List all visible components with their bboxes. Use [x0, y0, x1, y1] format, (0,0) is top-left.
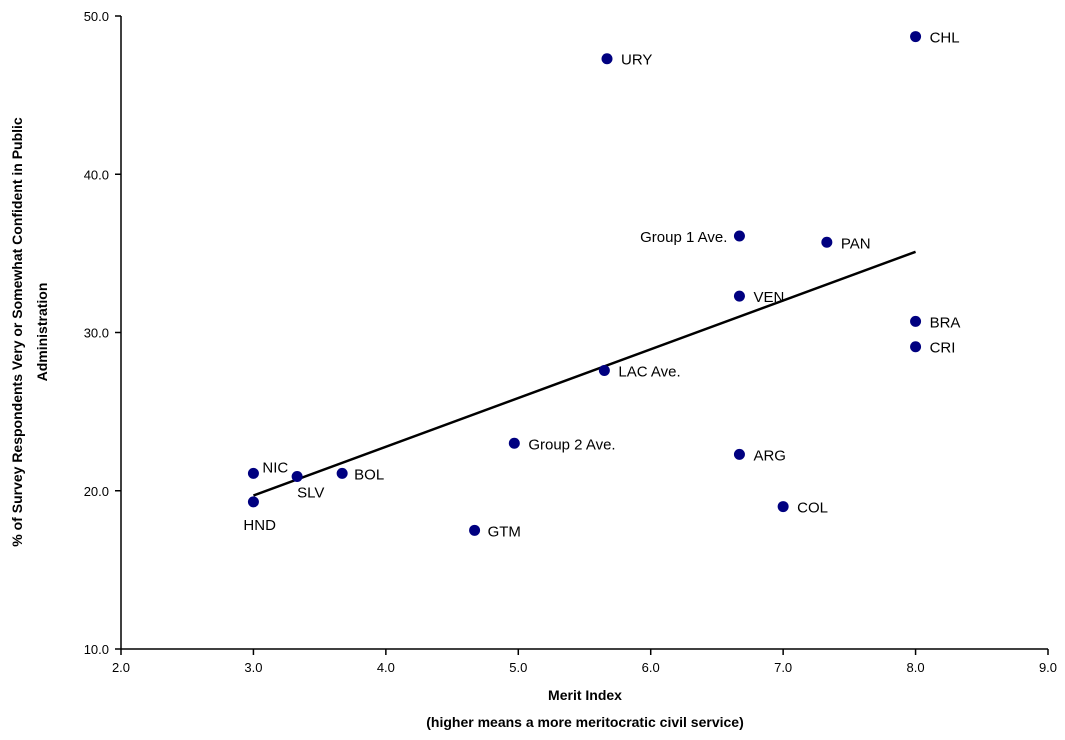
point-label-ury: URY — [621, 52, 652, 69]
y-tick-label: 20.0 — [84, 484, 109, 499]
ticks-layer: 2.0 3.0 4.0 5.0 6.0 7.0 8.0 9.0 10.0 20.0 30.0 40.0… — [84, 9, 1057, 675]
point-group-2-ave — [508, 437, 520, 449]
x-tick-label: 6.0 — [642, 660, 660, 675]
x-tick-label: 3.0 — [244, 660, 262, 675]
point-group-1-ave — [733, 230, 745, 242]
point-label-ven: VEN — [753, 289, 784, 306]
point-label-slv: SLV — [297, 485, 324, 502]
point-label-col: COL — [797, 500, 828, 517]
x-tick-label: 2.0 — [112, 660, 130, 675]
x-axis-subtitle: (higher means a more meritocratic civil … — [426, 714, 743, 730]
point-arg — [733, 448, 745, 460]
point-label-hnd: HND — [243, 517, 276, 534]
point-hnd — [247, 496, 259, 508]
point-chl — [910, 31, 922, 43]
point-ury — [601, 53, 613, 65]
x-tick-label: 7.0 — [774, 660, 792, 675]
point-label-bol: BOL — [354, 466, 384, 483]
y-axis-subtitle: Administration — [34, 283, 50, 382]
point-lac-ave — [598, 364, 610, 376]
point-label-arg: ARG — [753, 447, 786, 464]
x-tick-label: 8.0 — [907, 660, 925, 675]
point-ven — [733, 290, 745, 302]
point-label-pan: PAN — [841, 235, 871, 252]
point-cri — [910, 341, 922, 353]
x-tick-label: 5.0 — [509, 660, 527, 675]
x-tick-label: 9.0 — [1039, 660, 1057, 675]
point-label-bra: BRA — [930, 314, 961, 331]
point-label-chl: CHL — [930, 30, 960, 47]
trendline-layer — [252, 250, 917, 497]
point-label-nic: NIC — [262, 459, 288, 476]
point-pan — [821, 236, 833, 248]
point-nic — [247, 467, 259, 479]
y-axis-title-group: % of Survey Respondents Very or Somewhat… — [9, 117, 50, 547]
axes-layer — [120, 16, 1048, 650]
x-axis-title: Merit Index — [548, 687, 622, 703]
x-tick-label: 4.0 — [377, 660, 395, 675]
point-col — [777, 501, 789, 513]
point-bra — [910, 315, 922, 327]
point-gtm — [469, 524, 481, 536]
y-tick-label: 40.0 — [84, 167, 109, 182]
point-bol — [336, 467, 348, 479]
point-label-gtm: GTM — [488, 523, 521, 540]
trendline — [252, 250, 917, 497]
point-label-group-1-ave: Group 1 Ave. — [640, 229, 727, 246]
y-tick-label: 50.0 — [84, 9, 109, 24]
points-layer: CHL URY Group 1 Ave. PAN VEN BRA CRI LAC Ave. Gr… — [243, 30, 960, 541]
point-slv — [291, 471, 303, 483]
point-label-group-2-ave: Group 2 Ave. — [528, 436, 615, 453]
point-label-lac-ave: LAC Ave. — [618, 363, 680, 380]
y-tick-label: 10.0 — [84, 642, 109, 657]
y-axis-title: % of Survey Respondents Very or Somewhat… — [9, 117, 25, 547]
y-tick-label: 30.0 — [84, 326, 109, 341]
point-label-cri: CRI — [930, 340, 956, 357]
